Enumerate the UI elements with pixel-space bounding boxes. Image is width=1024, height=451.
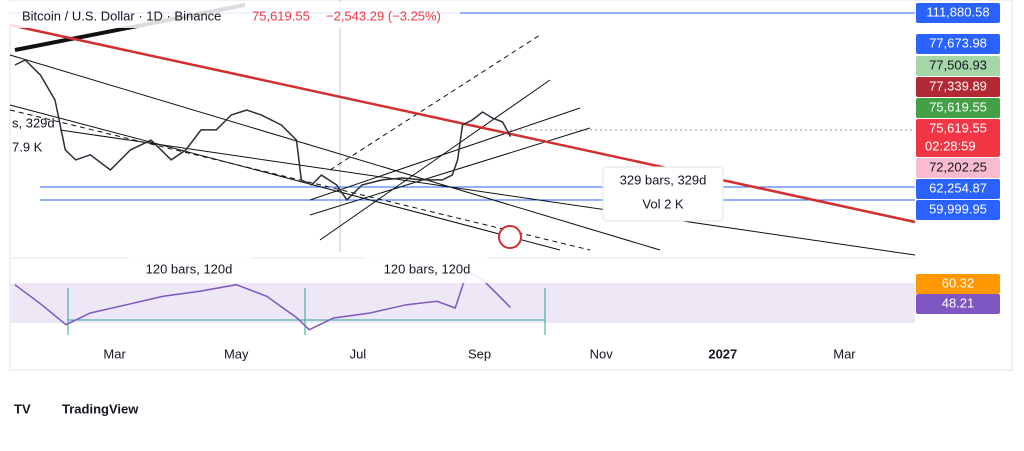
price-tag-label: 60.32 [942,275,975,290]
x-tick-label: May [224,346,249,361]
annotation-box [126,257,252,283]
price-tag-label: 72,202.25 [929,159,987,174]
price-tag [916,77,1000,97]
price-tag-label: 77,339.89 [929,78,987,93]
price-tag [916,56,1000,76]
symbol: Bitcoin / U.S. Dollar · 1D · Binance [22,8,221,23]
price-tag [916,158,1000,178]
price-tag-label: 62,254.87 [929,180,987,195]
price-tag-label: 77,673.98 [929,35,987,50]
brand: TradingView [62,401,139,416]
channel-lines [9,34,916,256]
price-tag-label: 111,880.58 [926,4,989,19]
x-tick-label: Mar [833,346,856,361]
price-tag-label: 77,506.93 [929,57,987,72]
annotation: 120 bars, 120d [384,261,471,276]
price-tag [916,200,1000,220]
price-change: −2,543.29 (−3.25%) [326,8,441,23]
x-tick-label: 2027 [708,346,737,361]
header-bg [0,2,460,28]
x-tick-label: Sep [468,346,491,361]
price-tag-label: 75,619.55 [929,99,987,114]
rsi-band [10,283,915,323]
x-tick-label: Nov [590,346,614,361]
trend-line [9,23,916,224]
annotation: 7.9 K [12,139,43,154]
price-tag-label: 48.21 [942,295,975,310]
annotation-box [364,257,490,283]
price-tag-label: 75,619.55 [929,120,987,135]
annotation-box [602,166,724,222]
annotation: s, 329d [12,115,55,130]
price-tag [916,34,1000,54]
price-tag [916,274,1000,294]
last-price: 75,619.55 [252,8,310,23]
price-line [14,59,512,202]
price-tag [916,179,1000,199]
brand-logo: TV [14,401,31,416]
event-icon[interactable] [498,225,522,249]
x-tick-label: Mar [103,346,126,361]
price-tag [916,98,1000,118]
annotation: Vol 2 K [642,196,684,211]
price-tag-label: 59,999.95 [929,201,987,216]
annotation: 329 bars, 329d [620,172,707,187]
countdown: 02:28:59 [925,138,976,153]
price-tag [916,119,1000,157]
price-tag [916,3,1000,23]
x-tick-label: Jul [350,346,367,361]
price-tag [916,294,1000,314]
annotation: 120 bars, 120d [146,261,233,276]
